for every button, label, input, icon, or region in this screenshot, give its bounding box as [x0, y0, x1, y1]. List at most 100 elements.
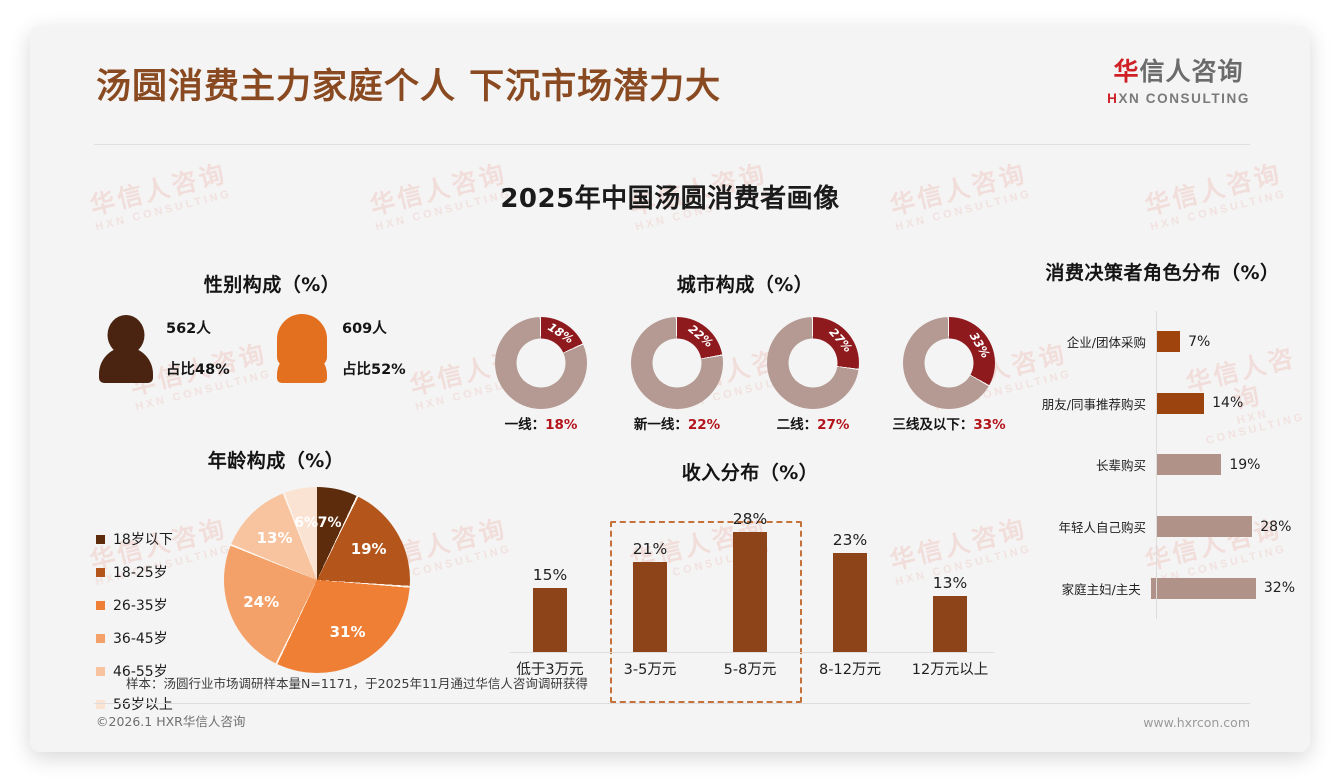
role-name: 年轻人自己购买	[1058, 520, 1146, 536]
logo-en-rest: XN CONSULTING	[1118, 91, 1250, 106]
city-donut-3: 27% 二线：27%	[752, 317, 874, 433]
income-plot: 15% 21% 28% 23% 13% 低于3万元 3-5万元 5-8万元 8-12万元 12万…	[500, 503, 1000, 703]
income-bar-column: 13%	[904, 574, 996, 652]
female-count: 609人	[342, 321, 387, 337]
income-highlight-box	[610, 521, 802, 703]
age-legend-label: 26-35岁	[113, 598, 168, 614]
age-slice-label: 7%	[317, 515, 342, 532]
donut-caption-value: 33%	[973, 417, 1006, 433]
age-slice-label: 24%	[243, 593, 280, 612]
donut-caption-name: 三线及以下：	[892, 417, 974, 433]
gender-item-female: 609人 占比52%	[272, 313, 448, 383]
age-legend-label: 36-45岁	[113, 631, 168, 647]
income-bar-column: 28%	[704, 510, 796, 652]
legend-swatch	[96, 699, 105, 709]
income-category-labels: 低于3万元 3-5万元 5-8万元 8-12万元 12万元以上	[500, 658, 1000, 679]
role-row: 企业/团体采购 7%	[1030, 311, 1295, 373]
role-value: 14%	[1212, 395, 1244, 412]
income-bar-column: 23%	[804, 531, 896, 652]
donut-hole	[516, 338, 566, 388]
website-url: www.hxrcon.com	[1143, 715, 1250, 730]
income-category-label: 8-12万元	[819, 662, 881, 678]
income-bar-column: 21%	[604, 540, 696, 652]
age-pie-wrap: 7% 19% 31% 24% 13% 6%	[224, 487, 410, 673]
income-bar	[733, 532, 767, 652]
age-legend-item[interactable]: 46-55岁	[96, 661, 220, 681]
logo-cn-accent: 华	[1113, 57, 1140, 86]
role-value: 28%	[1260, 518, 1292, 535]
income-category-label: 低于3万元	[516, 662, 584, 678]
donut-ring: 18%	[495, 317, 587, 409]
role-value: 32%	[1263, 580, 1295, 597]
donut-caption-value: 22%	[687, 417, 721, 433]
city-donut-4: 33% 三线及以下：33%	[888, 317, 1010, 433]
age-title: 年龄构成（%）	[207, 450, 345, 472]
gender-panel: 性别构成（%） 562人 占比48% 609人	[96, 270, 448, 383]
male-silhouette-icon	[96, 313, 156, 383]
role-name: 长辈购买	[1095, 458, 1146, 474]
logo-en-accent: H	[1107, 91, 1119, 106]
donut-hole	[788, 338, 838, 388]
role-row: 长辈购买 19%	[1030, 434, 1295, 496]
donut-caption: 一线：18%	[480, 413, 602, 433]
age-legend-item[interactable]: 36-45岁	[96, 628, 220, 648]
age-panel: 年龄构成（%） 18岁以下 18-25岁 26-35岁 36-45岁 46-55岁 56岁…	[96, 446, 456, 727]
role-row: 朋友/同事推荐购买 14%	[1030, 373, 1295, 435]
role-name: 企业/团体采购	[1066, 335, 1146, 351]
income-bar-value: 21%	[632, 540, 668, 558]
roles-title: 消费决策者角色分布（%）	[1045, 262, 1280, 284]
legend-swatch	[96, 666, 105, 676]
role-bar	[1156, 516, 1253, 538]
income-bar-column: 15%	[504, 566, 596, 652]
role-bar	[1156, 454, 1222, 476]
age-legend-item[interactable]: 18岁以下	[96, 529, 220, 549]
logo-english: HXN CONSULTING	[1107, 91, 1250, 106]
donut-caption-name: 一线：	[504, 417, 546, 433]
income-bar	[633, 562, 667, 652]
income-bar	[533, 587, 567, 652]
age-legend-label: 18岁以下	[113, 532, 173, 548]
header: 汤圆消费主力家庭个人 下沉市场潜力大 华信人咨询 HXN CONSULTING	[30, 26, 1310, 122]
income-bar	[933, 596, 967, 652]
age-slice-label: 31%	[329, 622, 366, 641]
male-share: 占比48%	[166, 362, 230, 378]
income-bar-value: 15%	[532, 565, 568, 584]
copyright-text: ©2026.1 HXR华信人咨询	[96, 714, 246, 729]
donut-caption-value: 27%	[817, 417, 850, 433]
donut-caption-name: 二线：	[776, 417, 818, 433]
role-name: 朋友/同事推荐购买	[1041, 396, 1146, 412]
chart-subtitle: 2025年中国汤圆消费者画像	[500, 184, 840, 214]
donut-hole	[924, 338, 974, 388]
page-title: 汤圆消费主力家庭个人 下沉市场潜力大	[96, 67, 722, 107]
city-donut-1: 18% 一线：18%	[480, 317, 602, 433]
income-category-label: 5-8万元	[723, 662, 777, 678]
income-bar-value: 13%	[932, 574, 968, 593]
income-bar	[833, 553, 867, 652]
role-value: 19%	[1229, 456, 1261, 473]
donut-caption-value: 18%	[545, 417, 578, 433]
income-bar-value: 28%	[732, 510, 768, 528]
header-divider	[94, 144, 1250, 145]
donut-ring: 27%	[767, 317, 859, 409]
female-share: 占比52%	[342, 362, 406, 378]
donut-caption: 新一线：22%	[616, 413, 738, 433]
income-bars: 15% 21% 28% 23% 13%	[500, 503, 1000, 652]
age-legend-item[interactable]: 56岁以上	[96, 694, 220, 714]
city-donut-row: 18% 一线：18% 22% 新一线：22% 27% 二线：27% 33% 三线及以下：33%	[480, 317, 1010, 433]
role-value: 7%	[1188, 333, 1211, 350]
income-bar-value: 23%	[832, 531, 868, 550]
male-count: 562人	[166, 321, 211, 337]
roles-axis	[1156, 311, 1157, 619]
slide-card: 华信人咨询 HXN CONSULTING 华信人咨询 HXN CONSULTING 华信…	[30, 26, 1310, 752]
age-slice-label: 13%	[256, 528, 293, 547]
donut-caption-name: 新一线：	[633, 417, 688, 433]
role-name: 家庭主妇/主夫	[1061, 581, 1141, 597]
age-legend-item[interactable]: 26-35岁	[96, 595, 220, 615]
donut-hole	[652, 338, 702, 388]
footer-divider	[94, 703, 1250, 704]
sample-note: 样本：汤圆行业市场调研样本量N=1171，于2025年11月通过华信人咨询调研获…	[126, 676, 588, 691]
roles-body: 企业/团体采购 7% 朋友/同事推荐购买 14% 长辈购买 19% 年轻人自己购买 28% 家庭…	[1030, 311, 1295, 619]
age-legend-label: 56岁以上	[113, 697, 173, 713]
age-legend-item[interactable]: 18-25岁	[96, 562, 220, 582]
donut-caption: 三线及以下：33%	[888, 413, 1010, 433]
